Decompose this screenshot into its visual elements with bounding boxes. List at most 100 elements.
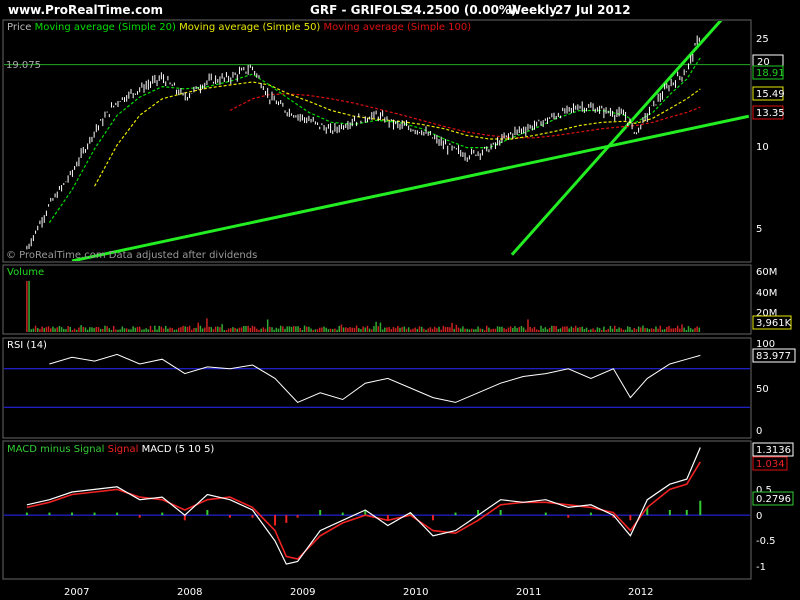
macd-hist-bar (567, 515, 570, 518)
macd-hist-bar (341, 512, 344, 516)
tag-ma50: 15.49 (756, 89, 785, 100)
price-legend: Price Moving average (Simple 20) Moving … (7, 22, 471, 33)
volume-tick-20m: 20M (756, 308, 777, 319)
price-change: 24.2500 (0.00%) (405, 3, 517, 17)
macd-hist-bar (296, 515, 299, 518)
tag-signal-box (752, 456, 788, 471)
macd-hist-bar (499, 510, 502, 516)
rsi-line (49, 353, 701, 403)
volume-layer (26, 280, 701, 332)
x-label-2011: 2011 (516, 587, 541, 598)
macd-hist-bar (685, 510, 688, 516)
tag-macd-box (752, 442, 794, 457)
macd-hist-bar (71, 512, 73, 516)
x-label-2008: 2008 (177, 587, 202, 598)
macd-line (26, 447, 701, 565)
macd-layer (25, 447, 702, 565)
macd-panel-frame (2, 440, 752, 580)
macd-hist-bar (668, 510, 671, 516)
tag-rsi: 83.977 (756, 351, 791, 362)
macd-hist-bar (364, 510, 367, 516)
macd-hist-bar (386, 515, 389, 521)
macd-hist-bar (319, 510, 322, 516)
macd-hist-bar (228, 515, 231, 518)
tag-volume-box (752, 315, 792, 330)
legend-macd-hist[interactable]: MACD minus Signal (7, 444, 105, 455)
macd-tick-neg-0-5: -0.5 (756, 536, 776, 547)
macd-hist-bar (285, 515, 288, 523)
legend-ma100[interactable]: Moving average (Simple 100) (323, 22, 472, 33)
period-label: Weekly (508, 3, 558, 17)
macd-hist-bar (161, 512, 164, 516)
legend-price[interactable]: Price (7, 22, 32, 33)
rsi-tick-50: 50 (756, 384, 769, 395)
tag-ma50-box (752, 86, 784, 101)
tag-volume: 3,961K (756, 318, 792, 329)
macd-hist-bar (116, 512, 119, 516)
x-label-2010: 2010 (403, 587, 428, 598)
site-link[interactable]: www.ProRealTime.com (8, 3, 163, 17)
macd-hist-bar (183, 515, 186, 521)
macd-hist-bar (629, 515, 632, 521)
tag-ma100-box (752, 105, 784, 120)
level-label: 19.075 (6, 60, 41, 71)
tag-ma100: 13.35 (756, 108, 785, 119)
volume-tick-60m: 60M (756, 267, 777, 278)
macd-hist-bar (206, 510, 209, 516)
price-tick-10: 10 (756, 142, 769, 153)
x-label-2012: 2012 (628, 587, 653, 598)
macd-hist-bar (544, 512, 547, 516)
trendline-long (71, 114, 750, 261)
tag-macd: 1.3136 (756, 445, 791, 456)
macd-legend: MACD minus Signal Signal MACD (5 10 5) (7, 444, 214, 455)
price-layer (26, 35, 701, 250)
ma100-line (229, 93, 701, 139)
macd-tick-0-5: 0.5 (756, 485, 772, 496)
watermark: © ProRealTime.com Data adjusted after di… (6, 250, 257, 261)
x-label-2007: 2007 (64, 587, 89, 598)
trendline-steep (510, 21, 723, 256)
macd-hist-bar (699, 500, 702, 516)
macd-hist-bar (646, 507, 649, 516)
macd-hist-bar (477, 510, 480, 516)
volume-legend[interactable]: Volume (7, 267, 45, 278)
price-tick-25: 25 (756, 34, 769, 45)
tag-hist-box (752, 491, 794, 506)
date-label: 27 Jul 2012 (555, 3, 631, 17)
signal-line (26, 461, 701, 560)
tag-level: 18.91 (756, 68, 785, 79)
macd-hist-bar (454, 512, 457, 516)
macd-tick-0: 0 (756, 511, 762, 522)
macd-hist-bar (25, 512, 28, 516)
symbol-title: GRF - GRIFOLS (310, 3, 409, 17)
legend-ma50[interactable]: Moving average (Simple 50) (179, 22, 321, 33)
tag-level-box (752, 65, 784, 80)
tag-rsi-box (752, 348, 796, 363)
macd-hist-bar (612, 515, 615, 518)
macd-hist-bar (251, 515, 254, 518)
macd-hist-bar (93, 512, 96, 516)
rsi-layer (49, 353, 701, 403)
volume-tick-40m: 40M (756, 288, 777, 299)
price-panel-frame (2, 19, 752, 263)
price-tick-20: 20 (757, 57, 770, 68)
rsi-panel-frame (2, 337, 752, 439)
macd-hist-bar (589, 512, 592, 516)
legend-macd[interactable]: MACD (5 10 5) (141, 444, 215, 455)
ma20-line (48, 57, 701, 223)
macd-hist-bar (409, 512, 412, 516)
rsi-legend[interactable]: RSI (14) (7, 340, 47, 351)
tag-hist: 0.2796 (756, 494, 791, 505)
macd-hist-bar (138, 515, 141, 518)
legend-signal[interactable]: Signal (107, 444, 139, 455)
legend-ma20[interactable]: Moving average (Simple 20) (34, 22, 176, 33)
macd-hist-bar (431, 515, 434, 521)
volume-panel-frame (2, 264, 752, 335)
tag-signal: 1.034 (756, 459, 785, 470)
macd-tick-neg-1: -1 (756, 562, 766, 573)
grid-layer (4, 64, 750, 516)
macd-hist-bar (48, 512, 51, 516)
trendlines (71, 21, 750, 261)
